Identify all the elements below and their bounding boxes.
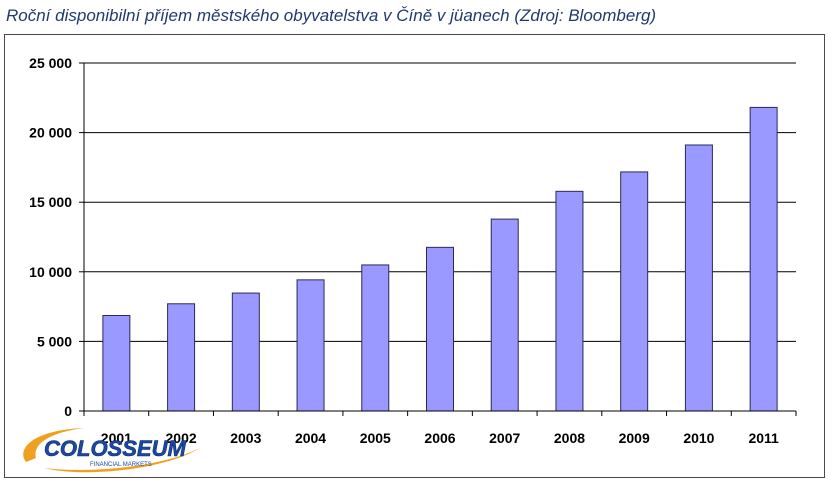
y-tick-label: 20 000 [29,125,72,141]
bar-2004 [296,279,325,412]
bar-2001 [102,315,131,412]
bar-2005 [361,264,390,412]
y-tick-label: 5 000 [37,333,72,349]
logo-swoosh-icon [23,428,84,462]
bar-2011 [749,106,778,412]
axes [79,62,797,416]
logo-tagline: FINANCIAL MARKETS [90,462,152,468]
x-tick-label: 2010 [683,430,714,446]
bar-2006 [426,246,454,412]
x-tick-label: 2003 [230,430,261,446]
bar-2008 [555,190,584,412]
x-tick-label: 2011 [748,430,779,446]
y-tick-label: 10 000 [29,264,72,280]
y-tick-label: 25 000 [29,55,72,71]
logo-wordmark: COLOSSEUM [44,436,186,461]
bar-2003 [231,292,260,412]
x-tick-label: 2007 [489,430,520,446]
chart-title: Roční disponibilní příjem městského obyv… [6,6,657,25]
x-tick-label: 2004 [295,430,326,446]
bar-2009 [620,171,649,412]
colosseum-logo: COLOSSEUM FINANCIAL MARKETS [23,428,200,473]
bars [102,106,778,412]
x-tick-label: 2001 [101,430,132,446]
x-tick-label: 2002 [166,430,197,446]
bar-2002 [167,303,196,412]
x-tick-label: 2008 [554,430,585,446]
x-tick-label: 2006 [424,430,455,446]
y-tick-label: 0 [64,403,72,419]
y-tick-label: 15 000 [29,194,72,210]
x-tick-label: 2005 [360,430,391,446]
x-tick-label: 2009 [619,430,650,446]
bar-2010 [684,144,713,412]
tick-labels: 0 5 000 10 000 15 000 20 000 25 000 2001 2002 20… [29,55,779,446]
bar-2007 [490,218,519,412]
